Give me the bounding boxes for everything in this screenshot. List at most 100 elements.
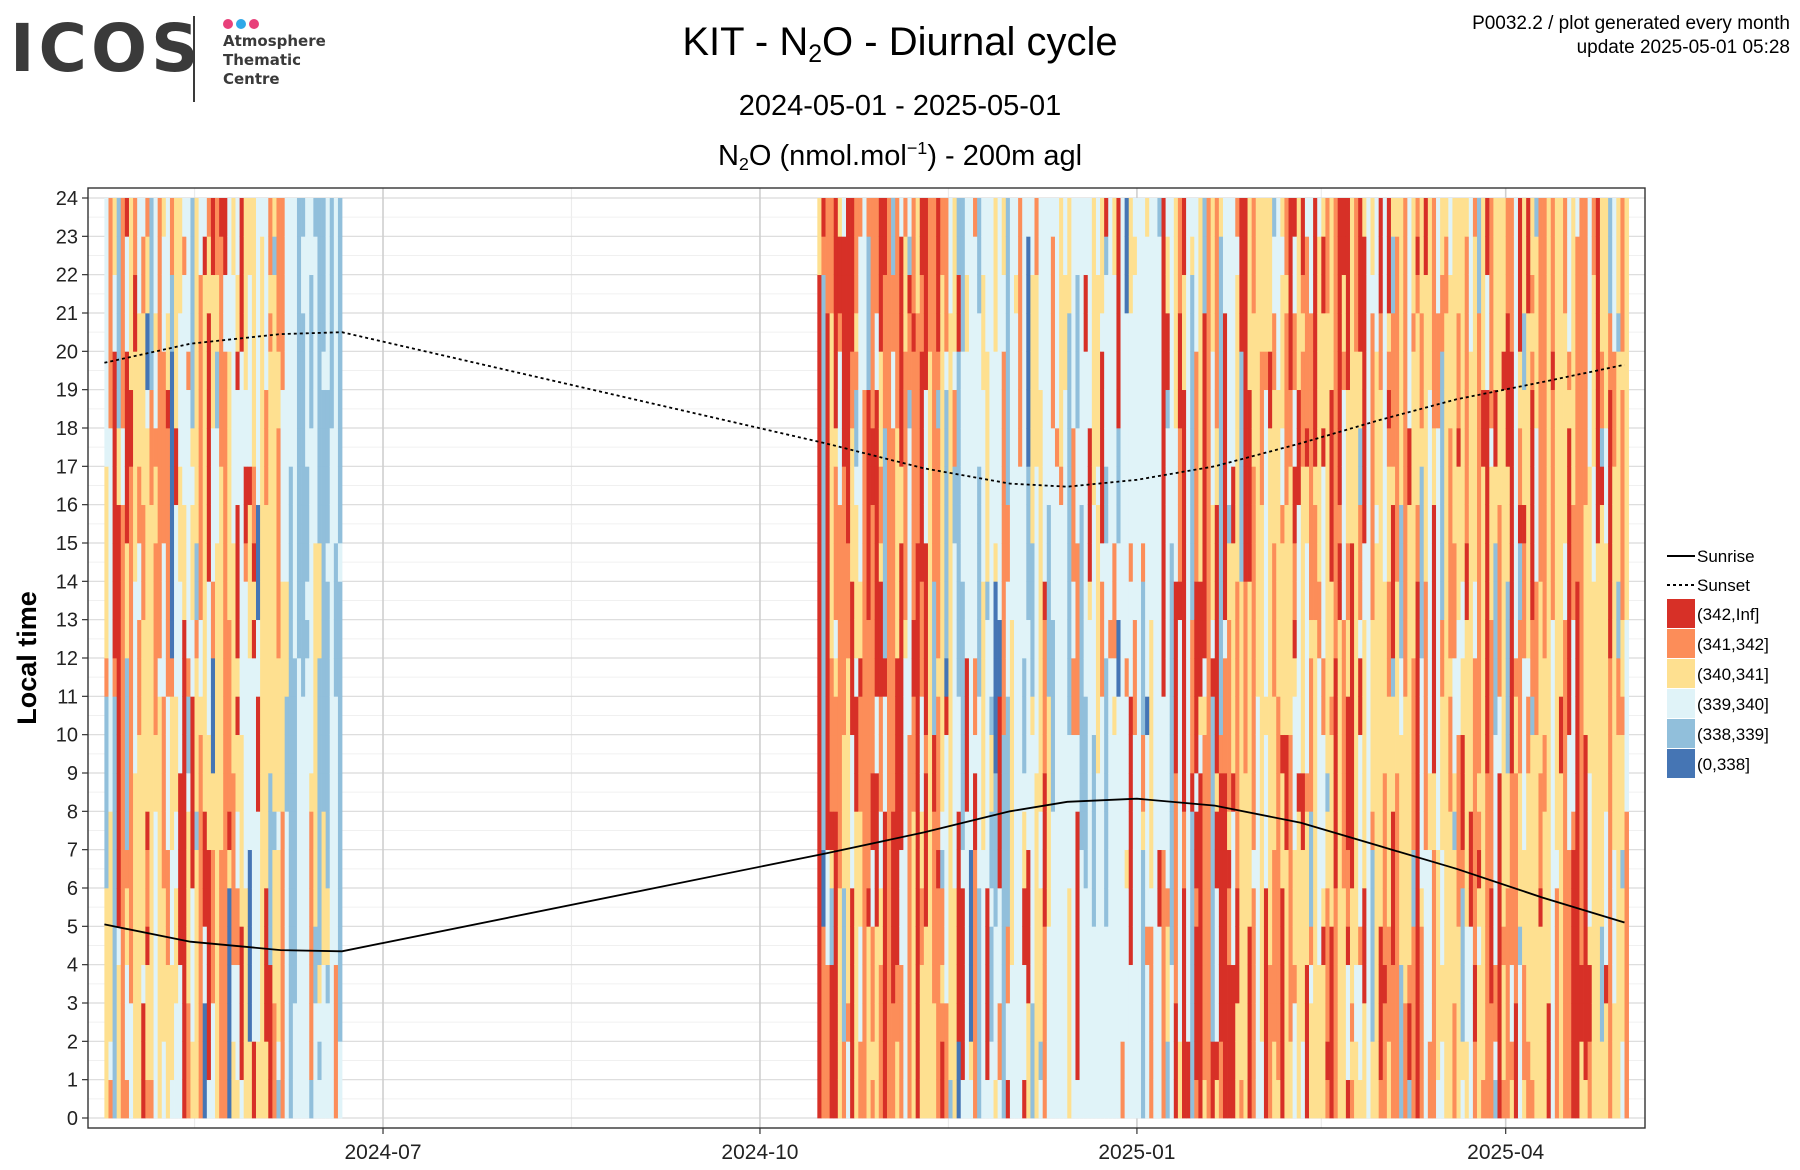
heatmap-cell: [1124, 313, 1130, 352]
heatmap-cell: [104, 926, 109, 966]
heatmap-cell: [1100, 274, 1105, 314]
species-part-3: ) - 200m agl: [927, 139, 1083, 172]
heatmap-cell: [1395, 926, 1400, 966]
heatmap-cell: [1009, 888, 1015, 927]
heatmap-cell: [1292, 964, 1298, 1004]
heatmap-cell: [1009, 964, 1015, 1004]
heatmap-cell: [239, 619, 245, 659]
heatmap-cell: [215, 619, 220, 659]
heatmap-cell: [936, 849, 941, 889]
heatmap-cell: [874, 389, 880, 429]
heatmap-cell: [1214, 466, 1220, 506]
heatmap-cell: [1067, 1041, 1072, 1081]
heatmap-cell: [1153, 543, 1158, 582]
heatmap-cell: [1280, 773, 1285, 812]
heatmap-cell: [251, 236, 257, 276]
heatmap-cell: [1222, 696, 1228, 736]
heatmap-cell: [878, 581, 884, 621]
heatmap-cell: [1206, 964, 1212, 1004]
heatmap-cell: [1141, 198, 1146, 237]
heatmap-cell: [1243, 198, 1248, 237]
heatmap-cell: [1149, 428, 1154, 467]
heatmap-cell: [1284, 198, 1289, 237]
heatmap-cell: [1309, 543, 1314, 582]
heatmap-cell: [944, 696, 949, 736]
heatmap-cell: [989, 274, 994, 314]
heatmap-cell: [940, 773, 945, 812]
heatmap-cell: [104, 773, 109, 812]
heatmap-cell: [1243, 619, 1248, 659]
heatmap-cell: [280, 658, 286, 697]
heatmap-cell: [1157, 773, 1162, 812]
heatmap-cell: [288, 389, 294, 429]
heatmap-cell: [948, 1003, 953, 1042]
meta-generation: P0032.2 / plot generated every month: [1472, 13, 1790, 34]
heatmap-cell: [157, 1041, 163, 1081]
heatmap-cell: [940, 1041, 945, 1081]
heatmap-cell: [301, 389, 306, 429]
heatmap-cell: [1407, 1003, 1412, 1042]
heatmap-cell: [854, 658, 859, 697]
heatmap-cell: [919, 811, 925, 851]
heatmap-cell: [1325, 198, 1330, 237]
heatmap-cell: [186, 274, 191, 314]
heatmap-cell: [1395, 351, 1400, 391]
heatmap-cell: [301, 313, 306, 352]
heatmap-cell: [1317, 696, 1322, 736]
heatmap-cell: [108, 351, 113, 391]
heatmap-cell: [1300, 236, 1306, 276]
heatmap-cell: [1124, 198, 1130, 237]
heatmap-cell: [1296, 236, 1302, 276]
heatmap-cell: [1071, 926, 1076, 966]
heatmap-cell: [1317, 811, 1322, 851]
heatmap-cell: [891, 389, 896, 429]
heatmap-cell: [846, 504, 851, 544]
heatmap-cell: [1366, 313, 1371, 352]
heatmap-cell: [292, 849, 298, 889]
heatmap-cell: [1337, 849, 1343, 889]
heatmap-cell: [128, 543, 134, 582]
heatmap-cell: [981, 389, 986, 429]
heatmap-cell: [907, 926, 912, 966]
heatmap-cell: [1243, 428, 1248, 467]
heatmap-cell: [940, 236, 945, 276]
heatmap-cell: [1341, 504, 1347, 544]
heatmap-cell: [1333, 926, 1339, 966]
heatmap-cell: [1034, 351, 1039, 391]
heatmap-cell: [198, 581, 204, 621]
heatmap-cell: [174, 658, 179, 697]
heatmap-cell: [846, 351, 851, 391]
heatmap-cell: [1288, 581, 1293, 621]
heatmap-cell: [829, 926, 835, 966]
heatmap-cell: [1091, 313, 1097, 352]
heatmap-cell: [1132, 351, 1138, 391]
heatmap-cell: [874, 811, 880, 851]
heatmap-cell: [321, 773, 326, 812]
heatmap-cell: [1341, 466, 1347, 506]
heatmap-cell: [169, 313, 175, 352]
heatmap-cell: [329, 428, 335, 467]
heatmap-cell: [1235, 236, 1240, 276]
heatmap-cell: [944, 236, 949, 276]
heatmap-cell: [231, 696, 236, 736]
heatmap-cell: [1227, 1079, 1232, 1119]
heatmap-cell: [1046, 696, 1052, 736]
heatmap-cell: [1054, 619, 1060, 659]
heatmap-cell: [1169, 926, 1175, 966]
heatmap-cell: [260, 619, 265, 659]
heatmap-cell: [821, 428, 826, 467]
heatmap-cell: [1362, 351, 1367, 391]
heatmap-cell: [292, 351, 298, 391]
heatmap-cell: [1415, 619, 1420, 659]
heatmap-cell: [1411, 888, 1416, 927]
heatmap-cell: [1157, 504, 1162, 544]
heatmap-cell: [882, 1003, 888, 1042]
heatmap-cell: [280, 773, 286, 812]
heatmap-cell: [268, 428, 273, 467]
heatmap-cell: [178, 849, 183, 889]
heatmap-cell: [120, 773, 126, 812]
heatmap-cell: [210, 1041, 216, 1081]
heatmap-cell: [194, 1003, 199, 1042]
heatmap-cell: [1268, 658, 1273, 697]
heatmap-cell: [137, 619, 142, 659]
